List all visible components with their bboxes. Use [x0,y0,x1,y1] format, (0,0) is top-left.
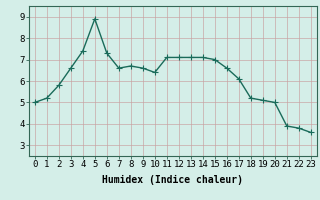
X-axis label: Humidex (Indice chaleur): Humidex (Indice chaleur) [102,175,243,185]
